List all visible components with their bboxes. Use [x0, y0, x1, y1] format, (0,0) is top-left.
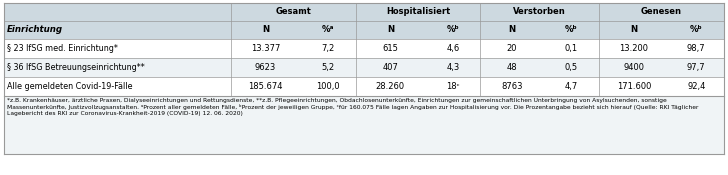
Text: *z.B. Krankenhäuser, ärztliche Praxen, Dialyseeinrichtungen und Rettungsdienste,: *z.B. Krankenhäuser, ärztliche Praxen, D…: [7, 98, 698, 116]
Text: 5,2: 5,2: [321, 63, 335, 72]
Text: 48: 48: [507, 63, 518, 72]
Text: 18ᶜ: 18ᶜ: [446, 82, 459, 91]
Text: Hospitalisiert: Hospitalisiert: [386, 8, 450, 16]
Text: § 36 IfSG Betreuungseinrichtung**: § 36 IfSG Betreuungseinrichtung**: [7, 63, 145, 72]
Text: 28.260: 28.260: [376, 82, 405, 91]
Text: 97,7: 97,7: [687, 63, 705, 72]
Text: 185.674: 185.674: [248, 82, 282, 91]
Text: 92,4: 92,4: [687, 82, 705, 91]
Text: Genesen: Genesen: [641, 8, 682, 16]
Text: %ᵇ: %ᵇ: [690, 26, 703, 34]
Text: 4,7: 4,7: [565, 82, 578, 91]
Bar: [4, 77, 724, 96]
Text: N: N: [387, 26, 394, 34]
Text: Gesamt: Gesamt: [275, 8, 311, 16]
Bar: [4, 21, 724, 39]
Text: 0,5: 0,5: [565, 63, 578, 72]
Text: %ᵇ: %ᵇ: [446, 26, 459, 34]
Text: N: N: [509, 26, 515, 34]
Text: 407: 407: [382, 63, 398, 72]
Text: 7,2: 7,2: [321, 44, 335, 53]
Text: § 23 IfSG med. Einrichtung*: § 23 IfSG med. Einrichtung*: [7, 44, 118, 53]
Bar: [4, 58, 724, 77]
Text: 100,0: 100,0: [316, 82, 340, 91]
Text: 4,6: 4,6: [446, 44, 459, 53]
Text: 20: 20: [507, 44, 518, 53]
Text: Verstorben: Verstorben: [513, 8, 566, 16]
Text: 8763: 8763: [502, 82, 523, 91]
Text: Einrichtung: Einrichtung: [7, 26, 63, 34]
Bar: [4, 3, 724, 21]
Bar: [4, 96, 724, 154]
Text: %ᵇ: %ᵇ: [565, 26, 578, 34]
Text: 9623: 9623: [255, 63, 276, 72]
Text: 171.600: 171.600: [617, 82, 651, 91]
Text: N: N: [630, 26, 638, 34]
Text: 13.377: 13.377: [251, 44, 280, 53]
Bar: [4, 39, 724, 58]
Text: 98,7: 98,7: [687, 44, 705, 53]
Text: 0,1: 0,1: [565, 44, 578, 53]
Text: Alle gemeldeten Covid-19-Fälle: Alle gemeldeten Covid-19-Fälle: [7, 82, 132, 91]
Text: 13.200: 13.200: [620, 44, 649, 53]
Text: 4,3: 4,3: [446, 63, 459, 72]
Text: %ᵃ: %ᵃ: [322, 26, 334, 34]
Text: 615: 615: [382, 44, 398, 53]
Text: N: N: [262, 26, 269, 34]
Text: 9400: 9400: [623, 63, 644, 72]
